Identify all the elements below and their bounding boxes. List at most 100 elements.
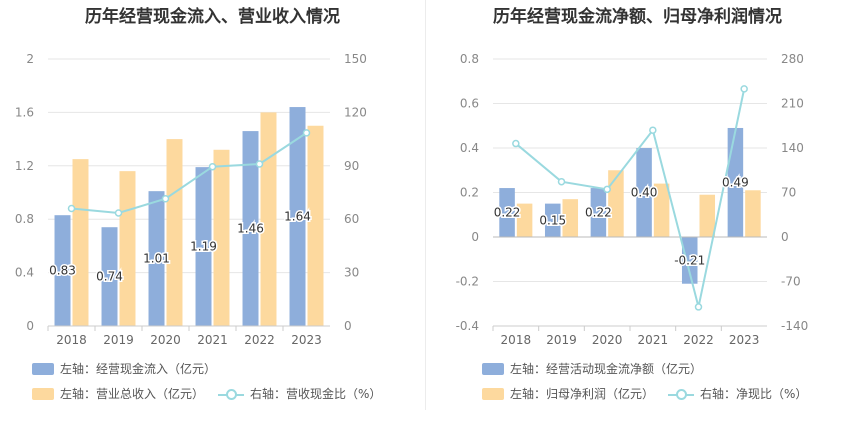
y-tick-label-right: -140	[781, 319, 808, 333]
bar	[289, 107, 306, 326]
y-tick-label-right: 70	[781, 186, 796, 200]
y-tick-label-right: 120	[344, 105, 367, 119]
legend-swatch-bar	[32, 387, 54, 400]
legend-label: 右轴：营收现金比（%）	[250, 387, 382, 401]
legend-item-series-0[interactable]: 左轴：经营活动现金流净额（亿元）	[482, 360, 702, 377]
legend-label: 左轴：经营现金流入（亿元）	[60, 362, 217, 376]
data-label: 1.64	[284, 210, 311, 224]
chart-panel-cash-inflow: 历年经营现金流入、营业收入情况 0 0.4 0.8 1.2 1.6 2 0 30 60 90 120…	[15, 7, 382, 402]
bar	[699, 194, 716, 237]
y-tick-label-right: 0	[344, 319, 352, 333]
y-tick-label-left: 0	[471, 230, 479, 244]
data-label: 1.46	[237, 222, 264, 236]
y-tick-label-left: 0.2	[460, 186, 479, 200]
data-label: 0.40	[631, 186, 658, 200]
y-tick-label-right: 90	[344, 159, 359, 173]
bar	[242, 131, 259, 326]
y-tick-label-right: 150	[344, 52, 367, 66]
legend-label: 右轴：净现比（%）	[700, 387, 808, 401]
bar	[195, 167, 212, 326]
x-tick-label: 2023	[291, 333, 322, 347]
x-tick-label: 2021	[197, 333, 228, 347]
legend-swatch-line	[218, 388, 244, 400]
legend-item-series-0[interactable]: 左轴：经营现金流入（亿元）	[32, 360, 216, 377]
y-tick-label-left: 0.4	[460, 141, 479, 155]
line-point	[557, 177, 566, 186]
legend-swatch-bar	[32, 362, 54, 375]
x-tick-label: 2020	[592, 333, 623, 347]
line-point	[255, 160, 264, 168]
bar	[72, 159, 89, 326]
x-tick-label: 2019	[103, 333, 134, 347]
x-tick-label: 2021	[638, 333, 669, 347]
legend-swatch-bar	[482, 387, 504, 400]
data-label: 0.15	[539, 213, 566, 227]
x-tick-label: 2020	[150, 333, 181, 347]
y-tick-label-right: -70	[781, 275, 801, 289]
bar	[727, 127, 744, 237]
chart-canvas: -0.4 -0.2 0 0.2 0.4 0.6 0.8 -140 -70 0 70 140 210 280…	[456, 52, 809, 347]
legend-swatch-line	[668, 388, 694, 400]
x-tick-label: 2022	[683, 333, 714, 347]
y-tick-label-left: -0.4	[456, 319, 479, 333]
data-label: 0.74	[96, 270, 123, 284]
line-point	[67, 204, 76, 213]
line-point	[114, 209, 123, 217]
x-tick-label: 2023	[729, 333, 760, 347]
line-point	[603, 185, 611, 194]
bar	[499, 188, 515, 237]
legend-item-series-2[interactable]: 右轴：营收现金比（%）	[218, 385, 381, 402]
legend-label: 左轴：营业总收入（亿元）	[60, 387, 205, 401]
chart-title: 历年经营现金流净额、归母净利润情况	[493, 7, 782, 27]
legend-label: 左轴：经营活动现金流净额（亿元）	[510, 362, 703, 376]
legend-item-series-2[interactable]: 右轴：净现比（%）	[668, 385, 807, 402]
legend-item-series-1[interactable]: 左轴：归母净利润（亿元）	[482, 385, 654, 402]
bar	[516, 203, 533, 237]
line-point	[694, 303, 703, 311]
data-label: 0.83	[49, 264, 76, 278]
y-tick-label-right: 280	[781, 52, 804, 66]
line-point	[649, 126, 657, 134]
line-point	[161, 194, 170, 203]
data-label: 1.01	[143, 252, 170, 266]
bar	[260, 112, 277, 327]
bar	[636, 148, 652, 237]
y-tick-label-right: 0	[781, 230, 789, 244]
y-tick-label-left: 0.8	[460, 52, 479, 66]
data-label: -0.21	[674, 253, 705, 267]
y-tick-label-right: 210	[781, 97, 804, 111]
line-point	[512, 139, 520, 148]
bar	[562, 199, 579, 237]
bar	[119, 171, 136, 326]
bar	[745, 190, 761, 237]
bar	[307, 125, 324, 326]
line-point	[208, 162, 217, 171]
y-tick-label-left: 0.6	[460, 97, 479, 111]
x-tick-label: 2018	[56, 333, 87, 347]
bar	[166, 139, 183, 326]
bar	[590, 188, 607, 237]
legend-item-series-1[interactable]: 左轴：营业总收入（亿元）	[32, 385, 204, 402]
series-line	[71, 132, 308, 214]
data-label: 0.22	[494, 206, 521, 220]
x-tick-label: 2018	[501, 333, 532, 347]
chart-canvas: 0 0.4 0.8 1.2 1.6 2 0 30 60 90 120 150 2018 2019 2020 2…	[15, 52, 367, 347]
y-tick-label-left: 0	[26, 319, 34, 333]
bar	[213, 149, 230, 326]
data-label: 0.49	[722, 175, 749, 189]
bar	[681, 237, 698, 284]
legend-label: 左轴：归母净利润（亿元）	[510, 387, 655, 401]
y-tick-label-left: 0.4	[15, 266, 34, 280]
data-label: 0.22	[585, 206, 612, 220]
bar	[653, 183, 670, 237]
bar	[544, 203, 561, 237]
y-tick-label-right: 30	[344, 266, 359, 280]
y-tick-label-right: 60	[344, 212, 359, 226]
bar	[101, 227, 118, 326]
series-line	[515, 88, 746, 308]
bar	[54, 215, 71, 326]
chart-title: 历年经营现金流入、营业收入情况	[85, 7, 340, 27]
y-tick-label-left: 2	[26, 52, 34, 66]
x-tick-label: 2022	[244, 333, 275, 347]
panel-divider	[425, 0, 426, 410]
